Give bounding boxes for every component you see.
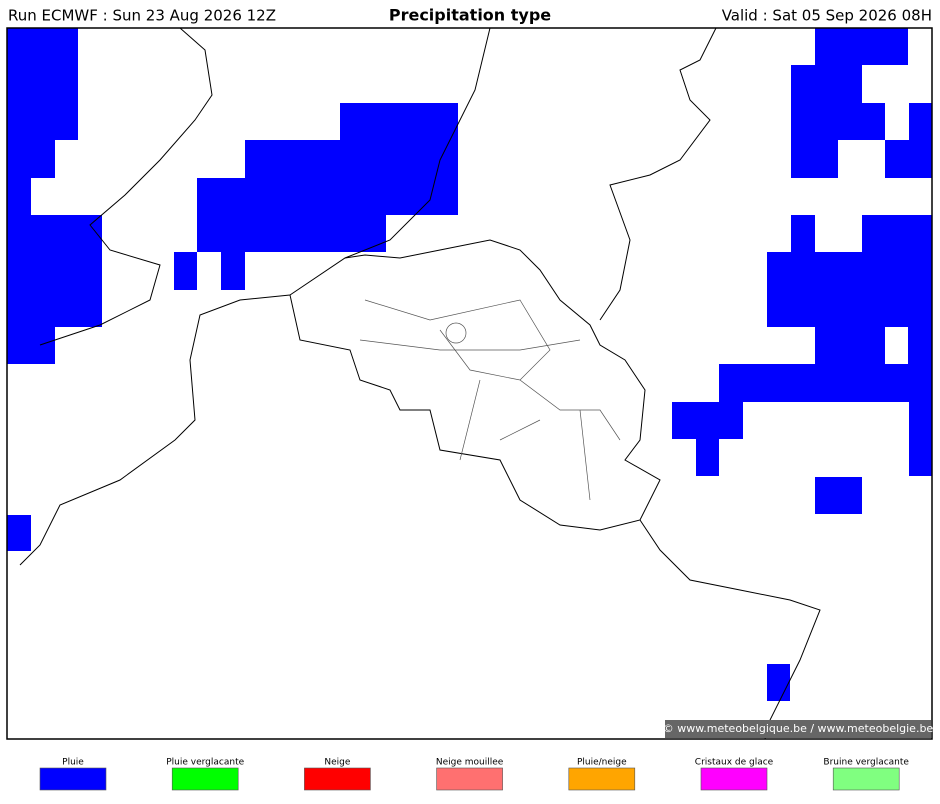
- credit-box: [665, 720, 931, 738]
- legend-label: Pluie/neige: [577, 758, 627, 768]
- legend-label: Pluie: [62, 758, 84, 768]
- legend-swatch: [304, 767, 371, 791]
- map-frame: [6, 27, 933, 740]
- precip-cells: [7, 28, 932, 701]
- legend-swatch: [171, 767, 239, 791]
- legend: Pluie Pluie verglacante Neige Neige mouille…: [39, 758, 909, 791]
- legend-label: Cristaux de glace: [695, 758, 774, 768]
- credit: © www.meteobelgique.be / www.meteobelgie…: [663, 722, 934, 735]
- legend-swatch: [39, 767, 107, 791]
- legend-swatch: [700, 767, 768, 791]
- province-borders: [359, 299, 621, 501]
- belgium-border: [289, 239, 821, 740]
- legend-swatch: [832, 767, 900, 791]
- valid-label: Valid : Sat 05 Sep 2026 08H: [722, 7, 932, 25]
- legend-swatch: [436, 767, 503, 791]
- legend-label: Bruine verglacante: [823, 758, 909, 768]
- legend-label: Neige mouillee: [436, 758, 504, 768]
- legend-label: Neige: [324, 758, 350, 768]
- run-label: Run ECMWF : Sun 23 Aug 2026 12Z: [8, 7, 276, 25]
- legend-swatch: [568, 767, 636, 791]
- legend-label: Pluie verglacante: [166, 758, 244, 768]
- map-title: Precipitation type: [389, 6, 551, 25]
